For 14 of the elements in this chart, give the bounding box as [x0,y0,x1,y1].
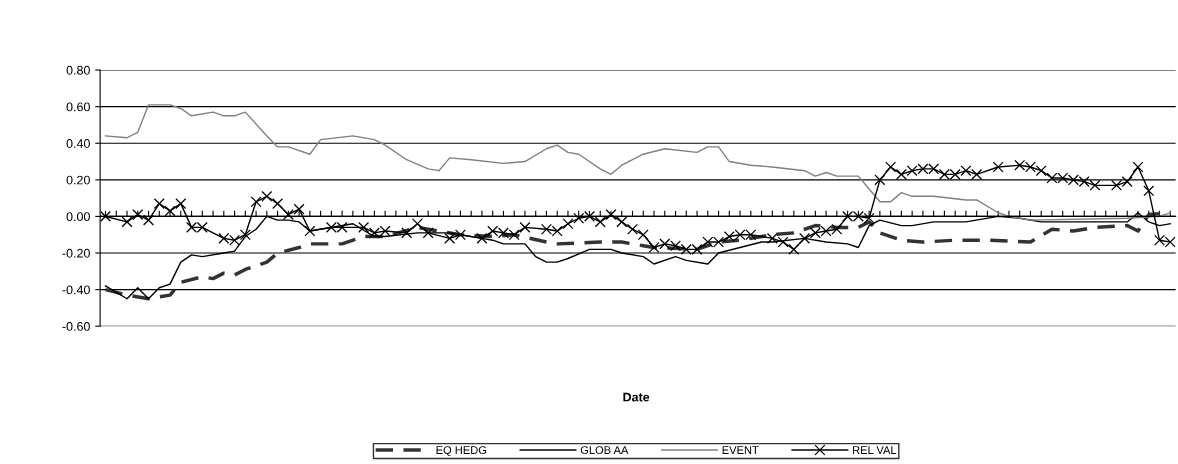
y-tick-label: -0.20 [62,248,90,258]
y-tick-label: 0.40 [66,139,90,148]
y-tick-label: -0.60 [62,321,90,331]
x-axis-title: Date [623,392,650,402]
line-series [104,104,1171,221]
text: GLOB AA [580,446,629,455]
legend-label: REL VAL [853,446,897,454]
y-tick-label: 0.20 [66,175,90,185]
legend-label: EVENT [722,446,759,454]
legend-label: EQ HEDG [436,446,487,457]
y-tick-label: 0.80 [66,65,90,75]
y-tick-label: 0.60 [66,102,90,112]
y-tick-label: 0.00 [66,212,90,222]
y-tick-label: -0.40 [62,285,90,295]
